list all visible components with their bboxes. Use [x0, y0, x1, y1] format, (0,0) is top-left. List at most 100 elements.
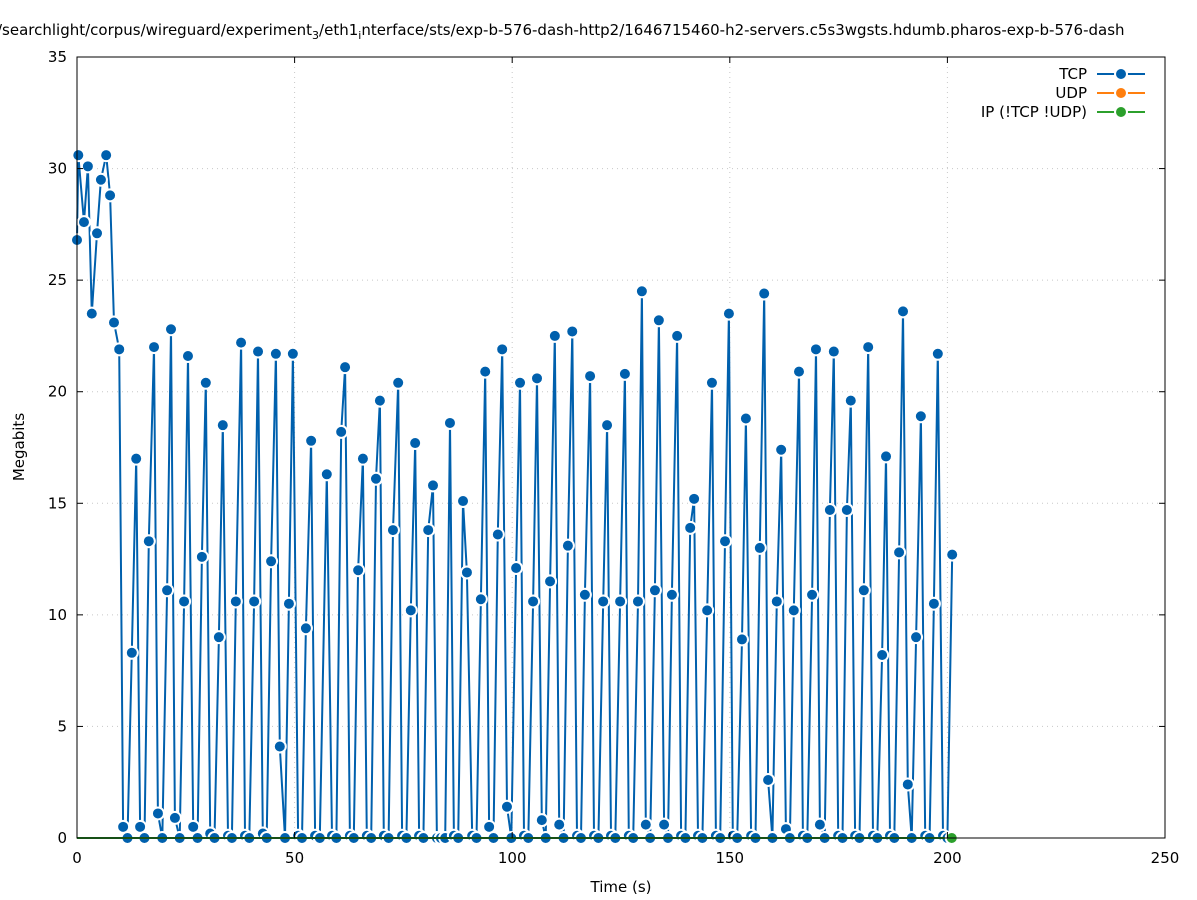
tcp-data-point	[634, 284, 649, 299]
grid	[77, 57, 1165, 838]
tcp-data-point	[304, 433, 319, 448]
tcp-data-point	[734, 632, 749, 647]
tcp-data-point	[617, 366, 632, 381]
y-tick-label: 0	[57, 829, 67, 847]
tcp-data-point	[683, 520, 698, 535]
tcp-data-point	[945, 547, 960, 562]
tcp-data-point	[543, 574, 558, 589]
tcp-data-point	[805, 587, 820, 602]
tcp-data-point	[338, 360, 353, 375]
title-part: i	[358, 29, 361, 42]
legend-label-tcp: TCP	[1058, 65, 1087, 83]
x-tick-label: 100	[498, 849, 527, 867]
y-tick-label: 15	[48, 494, 67, 512]
tcp-data-point	[909, 630, 924, 645]
title-part: 3	[312, 29, 319, 42]
tcp-data-point	[879, 449, 894, 464]
tcp-data-point	[718, 534, 733, 549]
tcp-series-line	[76, 154, 954, 841]
tcp-data-point	[281, 596, 296, 611]
x-tick-label: 250	[1151, 849, 1180, 867]
tcp-data-point	[670, 328, 685, 343]
tcp-data-point	[251, 344, 266, 359]
legend-marker-udp	[1114, 86, 1128, 100]
y-axis-label: Megabits	[10, 413, 28, 481]
tcp-data-point	[298, 621, 313, 636]
tcp-data-point	[198, 375, 213, 390]
legend-marker-ip-tcp-udp	[1114, 105, 1128, 119]
series-layer	[70, 148, 960, 845]
tcp-data-point	[247, 594, 262, 609]
tcp-data-point	[499, 799, 514, 814]
tcp-data-point	[647, 583, 662, 598]
tcp-data-point	[560, 538, 575, 553]
tcp-data-point	[930, 346, 945, 361]
tcp-data-point	[547, 328, 562, 343]
tcp-data-point	[861, 340, 876, 355]
tcp-data-point	[565, 324, 580, 339]
tcp-data-point	[583, 369, 598, 384]
tcp-data-point	[164, 322, 179, 337]
x-tick-label: 150	[715, 849, 744, 867]
tcp-data-point	[180, 349, 195, 364]
tcp-data-point	[403, 603, 418, 618]
tcp-data-point	[721, 306, 736, 321]
tcp-data-point	[700, 603, 715, 618]
tcp-data-point	[577, 587, 592, 602]
title-part: nterface/sts/exp-b-576-dash-http2/164671…	[361, 21, 1124, 39]
y-tick-label: 5	[57, 717, 67, 735]
tcp-data-point	[90, 226, 105, 241]
tcp-data-point	[456, 494, 471, 509]
title-part: /eth1	[319, 21, 358, 39]
tcp-data-point	[80, 159, 95, 174]
tcp-data-point	[177, 594, 192, 609]
tcp-data-point	[141, 534, 156, 549]
tcp-data-point	[71, 148, 86, 163]
tcp-data-point	[822, 502, 837, 517]
tcp-data-point	[812, 817, 827, 832]
tcp-data-point	[490, 527, 505, 542]
tcp-data-point	[408, 436, 423, 451]
tcp-data-point	[926, 596, 941, 611]
tcp-data-point	[106, 315, 121, 330]
tcp-data-point	[368, 471, 383, 486]
y-tick-label: 35	[48, 48, 67, 66]
tcp-data-point	[351, 563, 366, 578]
tcp-data-point	[786, 603, 801, 618]
tcp-data-point	[600, 418, 615, 433]
tcp-data-point	[638, 817, 653, 832]
tcp-data-point	[757, 286, 772, 301]
tcp-data-point	[84, 306, 99, 321]
tcp-data-point	[651, 313, 666, 328]
tcp-data-point	[112, 342, 127, 357]
tcp-data-point	[900, 777, 915, 792]
tcp-data-point	[752, 540, 767, 555]
tcp-data-point	[234, 335, 249, 350]
tcp-data-point	[355, 451, 370, 466]
tcp-data-point	[657, 817, 672, 832]
tcp-data-point	[738, 411, 753, 426]
tcp-data-point	[99, 148, 114, 163]
tcp-data-point	[808, 342, 823, 357]
tcp-data-point	[613, 594, 628, 609]
tcp-data-point	[478, 364, 493, 379]
y-tick-label: 30	[48, 160, 67, 178]
x-tick-label: 0	[72, 849, 82, 867]
tcp-data-point	[875, 648, 890, 663]
tcp-data-point	[552, 817, 567, 832]
x-tick-label: 50	[285, 849, 304, 867]
title-part: /searchlight/corpus/wireguard/experiment	[0, 21, 312, 39]
tcp-data-point	[129, 451, 144, 466]
tcp-data-point	[630, 594, 645, 609]
tcp-data-point	[124, 645, 139, 660]
tcp-data-point	[509, 560, 524, 575]
tcp-data-point	[385, 523, 400, 538]
ticks: 0 50 100 150 200 250 0 5 10 15 20 25 30 35	[48, 48, 1179, 867]
tcp-data-point	[319, 467, 334, 482]
tcp-data-point	[826, 344, 841, 359]
plot-border	[76, 56, 1166, 839]
chart-title: /searchlight/corpus/wireguard/experiment…	[0, 21, 1125, 42]
tcp-data-point	[391, 375, 406, 390]
tcp-data-point	[334, 424, 349, 439]
